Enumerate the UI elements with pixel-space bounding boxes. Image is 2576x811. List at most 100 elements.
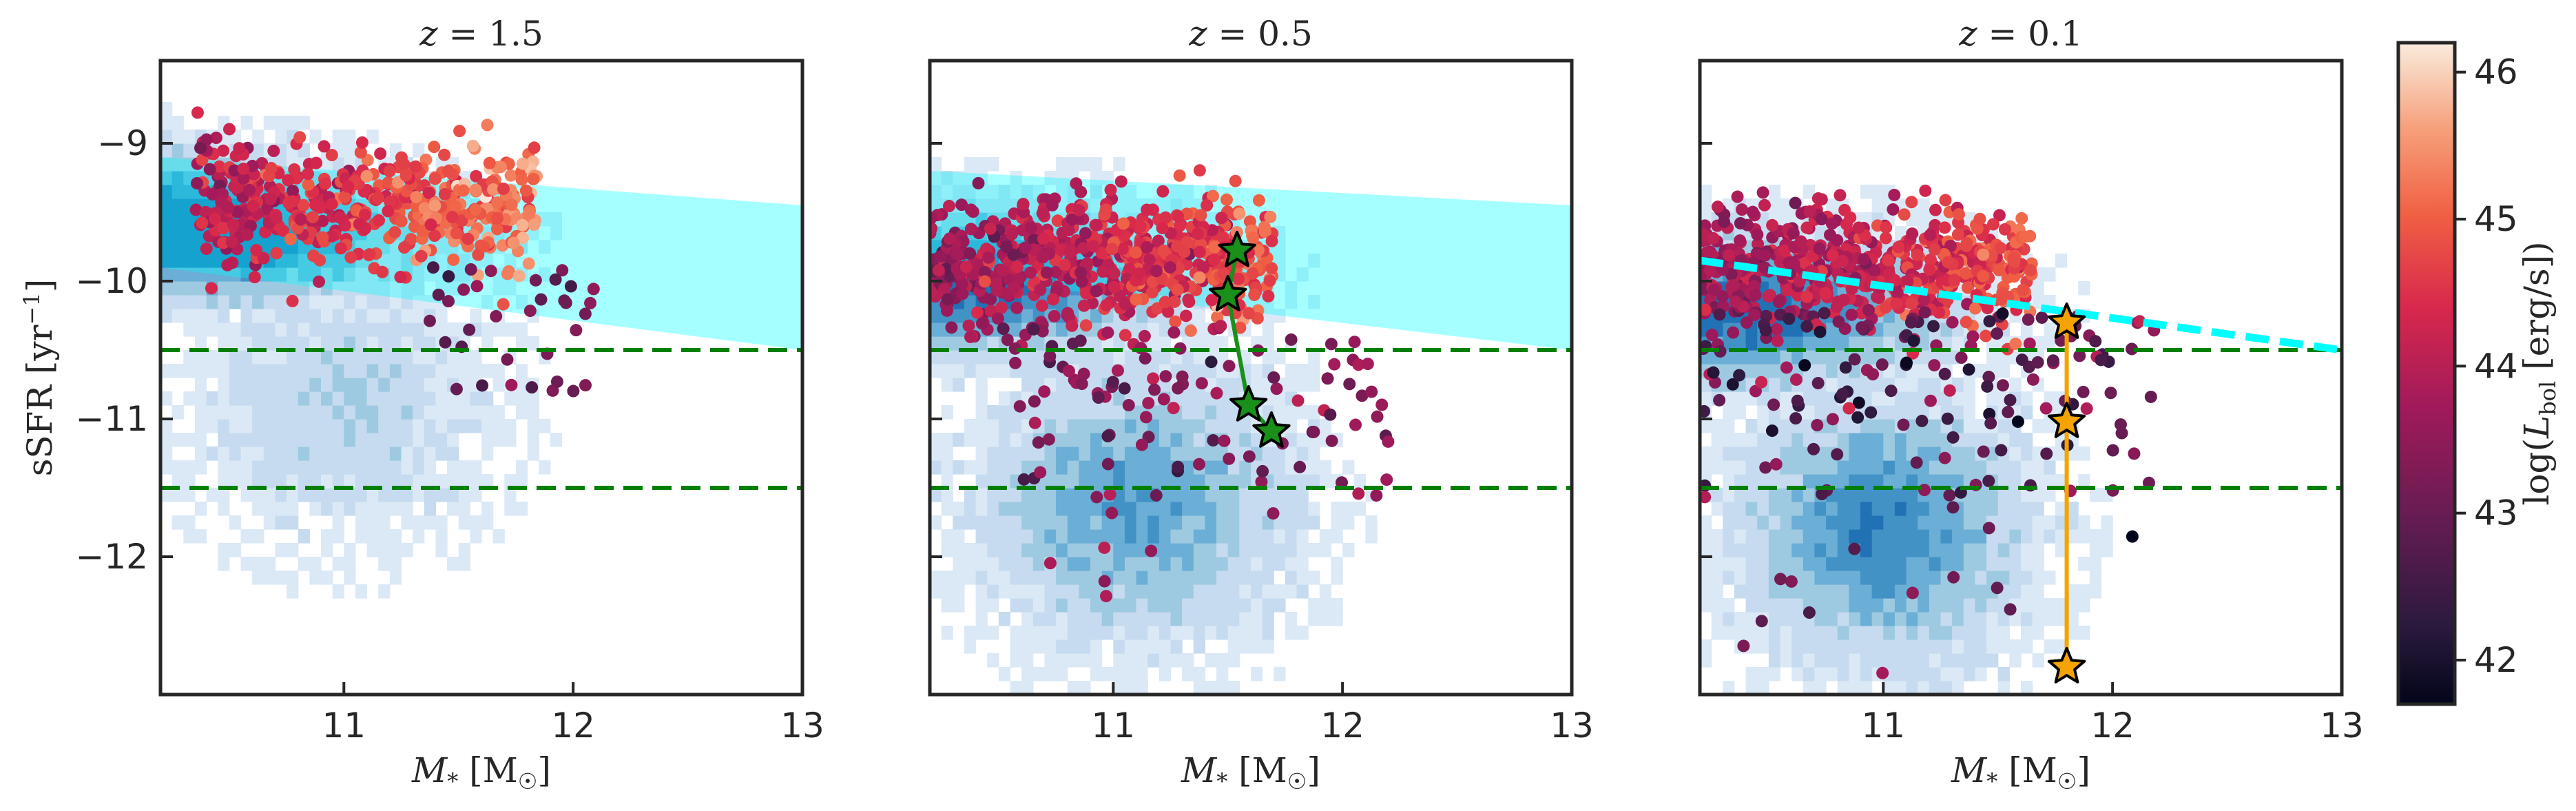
- hist-cell: [378, 281, 391, 296]
- hist-cell: [1826, 653, 1838, 668]
- hist-cell: [1216, 419, 1229, 433]
- agn-point: [1826, 249, 1839, 262]
- hist-cell: [1227, 626, 1240, 640]
- hist-cell: [435, 322, 448, 337]
- hist-cell: [1090, 598, 1103, 613]
- agn-point: [956, 287, 969, 300]
- hist-cell: [1803, 571, 1816, 585]
- hist-cell: [1711, 419, 1723, 433]
- agn-point: [1291, 394, 1305, 407]
- hist-cell: [1285, 584, 1298, 599]
- hist-cell: [1227, 584, 1240, 599]
- hist-cell: [447, 502, 459, 516]
- hist-cell: [1837, 557, 1849, 571]
- hist-cell: [1067, 557, 1079, 571]
- hist-cell: [1274, 557, 1286, 571]
- hist-cell: [1147, 598, 1160, 613]
- hist-cell: [470, 350, 482, 365]
- agn-point: [1836, 254, 1849, 267]
- hist-cell: [1780, 515, 1792, 530]
- hist-cell: [160, 212, 173, 227]
- hist-cell: [1952, 681, 1964, 695]
- hist-cell: [2044, 391, 2056, 406]
- hist-cell: [1906, 626, 1918, 640]
- hist-cell: [1871, 378, 1884, 392]
- hist-cell: [1723, 557, 1735, 571]
- agn-point: [209, 132, 222, 145]
- agn-point: [1756, 186, 1769, 199]
- hist-cell: [1700, 529, 1712, 544]
- agn-point: [587, 283, 600, 296]
- agn-point: [1130, 293, 1143, 306]
- hist-cell: [1239, 571, 1251, 585]
- hist-cell: [413, 336, 425, 351]
- hist-cell: [1768, 612, 1781, 626]
- hist-cell: [1090, 639, 1103, 654]
- hist-cell: [378, 336, 391, 351]
- hist-cell: [1711, 433, 1723, 447]
- hist-cell: [1883, 336, 1895, 351]
- hist-cell: [298, 446, 310, 461]
- agn-point: [1108, 280, 1121, 294]
- hist-cell: [1791, 336, 1804, 351]
- hist-cell: [413, 391, 425, 406]
- agn-point: [1365, 385, 1378, 398]
- hist-cell: [458, 364, 470, 378]
- hist-cell: [1101, 529, 1114, 544]
- hist-cell: [1044, 515, 1057, 530]
- hist-cell: [1963, 543, 1976, 557]
- agn-point: [515, 173, 528, 186]
- agn-point: [196, 216, 209, 229]
- hist-cell: [1918, 433, 1930, 447]
- hist-cell: [998, 584, 1011, 599]
- agn-point: [1232, 272, 1245, 285]
- hist-cell: [1803, 474, 1816, 489]
- hist-cell: [263, 460, 276, 475]
- agn-point: [505, 198, 518, 212]
- hist-cell: [240, 488, 253, 502]
- hist-cell: [1826, 598, 1838, 613]
- hist-cell: [1285, 612, 1298, 626]
- hist-cell: [447, 433, 459, 447]
- agn-point: [1906, 227, 1919, 240]
- hist-cell: [504, 419, 517, 433]
- hist-cell: [332, 405, 344, 420]
- hist-cell: [1803, 584, 1816, 599]
- hist-cell: [987, 350, 999, 365]
- hist-cell: [435, 515, 448, 530]
- hist-cell: [1205, 460, 1217, 475]
- agn-point: [481, 119, 494, 132]
- hist-cell: [366, 336, 379, 351]
- hist-cell: [1814, 336, 1827, 351]
- hist-cell: [2055, 543, 2068, 557]
- hist-cell: [2021, 433, 2033, 447]
- hist-cell: [550, 212, 563, 227]
- hist-cell: [435, 446, 448, 461]
- hist-cell: [1791, 612, 1804, 626]
- hist-cell: [1940, 612, 1953, 626]
- hist-cell: [344, 309, 356, 323]
- hist-cell: [160, 433, 173, 447]
- hist-cell: [401, 336, 413, 351]
- hist-cell: [218, 446, 230, 461]
- hist-cell: [1227, 433, 1240, 447]
- hist-cell: [964, 626, 977, 640]
- hist-cell: [378, 474, 391, 489]
- hist-cell: [1883, 419, 1895, 433]
- agn-point: [1229, 174, 1242, 187]
- agn-point: [294, 213, 307, 226]
- hist-cell: [1182, 185, 1194, 199]
- hist-cell: [2032, 460, 2044, 475]
- hist-cell: [1182, 626, 1194, 640]
- agn-point: [426, 261, 439, 274]
- hist-cell: [1918, 584, 1930, 599]
- hist-cell: [1837, 543, 1849, 557]
- hist-cell: [515, 322, 528, 337]
- agn-point: [423, 314, 436, 327]
- hist-cell: [1997, 502, 2010, 516]
- hist-cell: [1963, 502, 1976, 516]
- hist-cell: [366, 515, 379, 530]
- hist-cell: [987, 405, 999, 420]
- hist-cell: [1227, 571, 1240, 585]
- hist-cell: [1814, 667, 1827, 681]
